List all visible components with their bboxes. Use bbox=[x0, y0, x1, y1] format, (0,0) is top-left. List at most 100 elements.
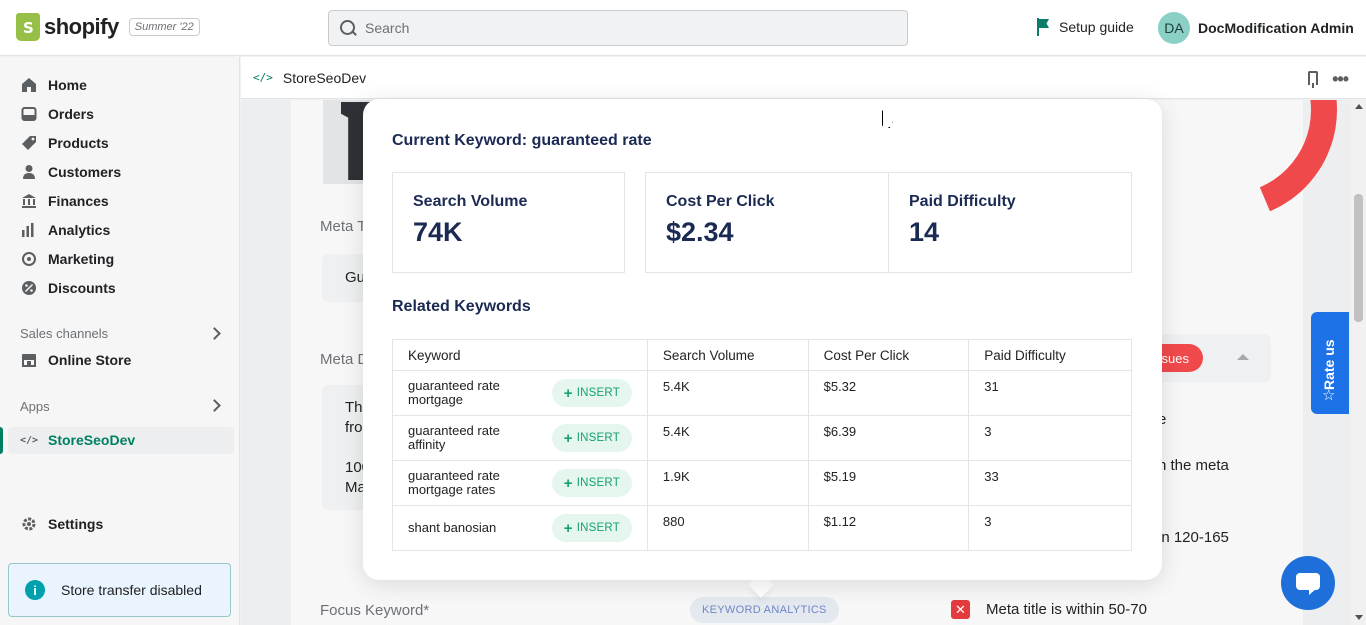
home-icon bbox=[20, 76, 38, 94]
scroll-down-icon[interactable] bbox=[1355, 615, 1363, 620]
insert-label: INSERT bbox=[576, 432, 620, 444]
issue-text-fragment: n the meta bbox=[1158, 457, 1229, 474]
shopify-logo[interactable]: shopify Summer '22 bbox=[16, 13, 200, 41]
rate-us-label: Rate us bbox=[1321, 339, 1337, 390]
column-header: Search Volume bbox=[646, 339, 809, 371]
sidebar-item-discounts[interactable]: Discounts bbox=[20, 279, 116, 297]
table-row: guaranteed rate affinity + INSERT 5.4K $6… bbox=[392, 415, 1132, 461]
sidebar-item-label: Finances bbox=[48, 193, 109, 209]
keyword-cell: guaranteed rate mortgage + INSERT bbox=[392, 370, 648, 416]
sidebar: Home Orders Products Customers Finances … bbox=[0, 57, 240, 625]
plus-icon: + bbox=[563, 429, 573, 447]
meta-description-label: Meta D bbox=[320, 351, 369, 368]
keyword-analytics-button[interactable]: KEYWORD ANALYTICS bbox=[690, 597, 839, 623]
related-keywords-table: Keyword Search Volume Cost Per Click Pai… bbox=[392, 339, 1132, 551]
metric-value: 14 bbox=[909, 217, 940, 247]
app-title: StoreSeoDev bbox=[282, 69, 367, 86]
sidebar-item-label: Home bbox=[48, 77, 87, 93]
sidebar-item-online-store[interactable]: Online Store bbox=[20, 351, 131, 369]
banner-text: Store transfer disabled bbox=[61, 582, 202, 598]
plus-icon: + bbox=[563, 384, 573, 402]
sidebar-item-home[interactable]: Home bbox=[20, 76, 87, 94]
rate-us-tab[interactable]: ☆ Rate us bbox=[1311, 312, 1349, 414]
caret-up-icon[interactable] bbox=[1237, 354, 1249, 360]
metric-value: 74K bbox=[413, 217, 463, 247]
volume-cell: 5.4K bbox=[646, 370, 809, 416]
discount-icon bbox=[20, 279, 38, 297]
more-options-icon[interactable]: ••• bbox=[1332, 69, 1349, 89]
sidebar-item-orders[interactable]: Orders bbox=[20, 105, 94, 123]
metric-paid-difficulty: Paid Difficulty 14 bbox=[888, 172, 1132, 273]
insert-button[interactable]: + INSERT bbox=[551, 469, 632, 497]
sidebar-item-label: Products bbox=[48, 135, 109, 151]
volume-cell: 5.4K bbox=[646, 415, 809, 461]
sidebar-item-customers[interactable]: Customers bbox=[20, 163, 121, 181]
focus-keyword-label: Focus Keyword* bbox=[320, 602, 430, 619]
brand-name: shopify bbox=[44, 14, 119, 39]
difficulty-cell: 3 bbox=[968, 505, 1132, 551]
pin-icon[interactable] bbox=[1308, 71, 1318, 88]
sidebar-item-label: Customers bbox=[48, 164, 122, 180]
sidebar-item-marketing[interactable]: Marketing bbox=[20, 250, 114, 268]
sidebar-item-settings[interactable]: Settings bbox=[20, 515, 103, 533]
metric-cost-per-click: Cost Per Click $2.34 bbox=[645, 172, 889, 273]
sidebar-item-products[interactable]: Products bbox=[20, 134, 109, 152]
keyword-cell: guaranteed rate affinity + INSERT bbox=[392, 415, 648, 461]
table-header-row: Keyword Search Volume Cost Per Click Pai… bbox=[392, 339, 1132, 371]
column-header: Cost Per Click bbox=[807, 339, 970, 371]
keyword-text: guaranteed rate mortgage bbox=[408, 378, 500, 407]
user-name: DocModification Admin bbox=[1198, 20, 1354, 36]
store-transfer-banner: i Store transfer disabled bbox=[8, 563, 231, 617]
cpc-cell: $1.12 bbox=[807, 505, 970, 551]
sidebar-item-storeseodev[interactable]: </> StoreSeoDev bbox=[20, 431, 135, 449]
column-header: Keyword bbox=[392, 339, 648, 371]
issue-text: Meta title is within 50-70 bbox=[986, 601, 1147, 618]
keyword-analytics-popover: Current Keyword: guaranteed rate Search … bbox=[363, 99, 1162, 580]
sidebar-item-label: Orders bbox=[48, 106, 94, 122]
insert-button[interactable]: + INSERT bbox=[551, 379, 632, 407]
store-icon bbox=[20, 351, 38, 369]
search-input[interactable] bbox=[365, 20, 865, 36]
issue-text-fragment: e bbox=[1158, 411, 1167, 428]
setup-guide-label: Setup guide bbox=[1059, 19, 1134, 35]
meta-desc-line: fro bbox=[345, 419, 363, 436]
meta-desc-line: Ma bbox=[345, 479, 366, 496]
meta-title-label: Meta T bbox=[320, 218, 367, 235]
chevron-right-icon[interactable] bbox=[208, 327, 221, 340]
gear-icon bbox=[20, 515, 38, 533]
bar-chart-icon bbox=[20, 221, 38, 239]
tag-icon bbox=[20, 134, 38, 152]
cpc-cell: $6.39 bbox=[807, 415, 970, 461]
close-icon: ✕ bbox=[951, 600, 970, 619]
scrollbar[interactable] bbox=[1351, 100, 1366, 625]
sidebar-item-label: Marketing bbox=[48, 251, 115, 267]
setup-guide-button[interactable]: Setup guide bbox=[1036, 18, 1134, 36]
table-row: guaranteed rate mortgage rates + INSERT 1… bbox=[392, 460, 1132, 506]
volume-cell: 880 bbox=[646, 505, 809, 551]
scroll-up-icon[interactable] bbox=[1355, 104, 1363, 109]
orders-icon bbox=[20, 105, 38, 123]
scroll-thumb[interactable] bbox=[1354, 194, 1363, 322]
keyword-text: guaranteed rate affinity bbox=[408, 423, 500, 452]
difficulty-cell: 33 bbox=[968, 460, 1132, 506]
plus-icon: + bbox=[563, 474, 573, 492]
metric-value: $2.34 bbox=[666, 217, 734, 247]
search-icon bbox=[339, 19, 357, 37]
insert-button[interactable]: + INSERT bbox=[551, 514, 632, 542]
sidebar-item-analytics[interactable]: Analytics bbox=[20, 221, 110, 239]
user-menu[interactable]: DA DocModification Admin bbox=[1158, 12, 1354, 44]
flag-icon bbox=[1036, 18, 1050, 36]
meta-title-value: Gu bbox=[345, 269, 366, 286]
insert-button[interactable]: + INSERT bbox=[551, 424, 632, 452]
sidebar-item-label: Settings bbox=[48, 516, 104, 532]
related-keywords-title: Related Keywords bbox=[392, 298, 531, 315]
avatar: DA bbox=[1158, 12, 1190, 44]
target-icon bbox=[20, 250, 38, 268]
metric-search-volume: Search Volume 74K bbox=[392, 172, 625, 273]
plus-icon: + bbox=[563, 519, 573, 537]
sidebar-item-finances[interactable]: Finances bbox=[20, 192, 109, 210]
search-bar[interactable] bbox=[328, 10, 908, 46]
chevron-right-icon[interactable] bbox=[208, 399, 221, 412]
table-row: guaranteed rate mortgage + INSERT 5.4K $5… bbox=[392, 370, 1132, 416]
chat-button[interactable] bbox=[1281, 556, 1335, 610]
